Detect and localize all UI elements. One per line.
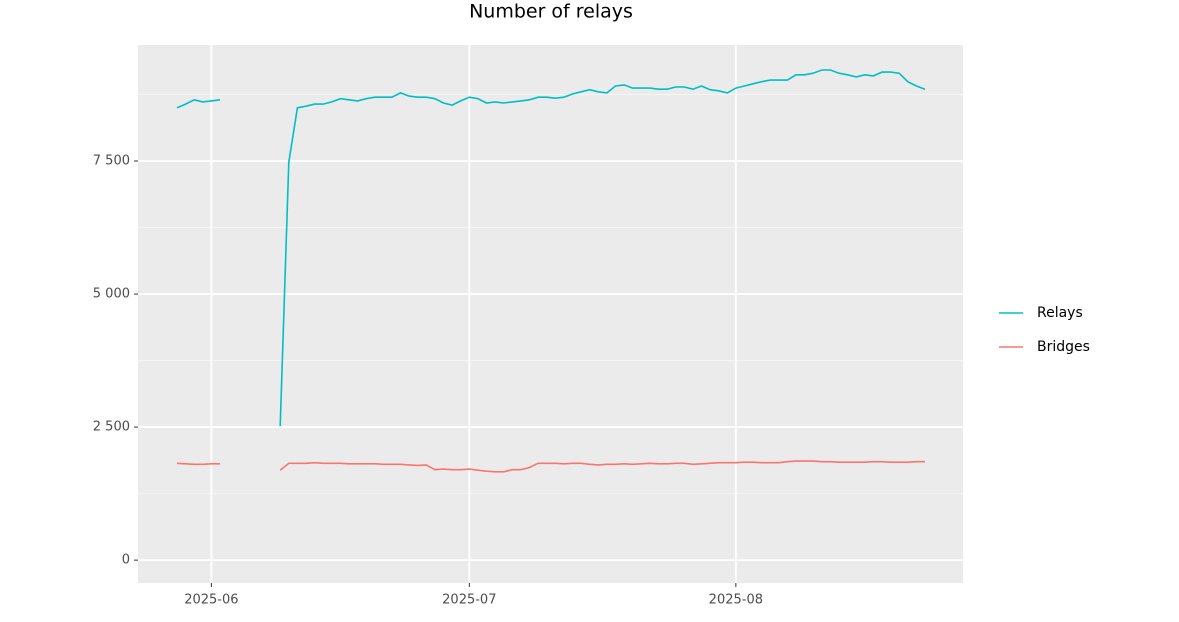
- chart-title: Number of relays: [469, 1, 633, 23]
- y-tick-label: 0: [122, 553, 130, 568]
- panel: [138, 45, 963, 583]
- y-tick-label: 5 000: [93, 287, 130, 302]
- y-tick-label: 7 500: [93, 154, 130, 169]
- x-tick-label: 2025-06: [184, 593, 238, 608]
- series-line: [176, 69, 926, 427]
- legend: [995, 298, 1055, 362]
- x-tick-label: 2025-07: [442, 593, 496, 608]
- y-tick-label: 2 500: [93, 420, 130, 435]
- x-tick-label: 2025-08: [709, 593, 763, 608]
- series-line: [176, 460, 925, 473]
- legend-label: Bridges: [1037, 339, 1090, 355]
- legend-label: Relays: [1037, 305, 1083, 321]
